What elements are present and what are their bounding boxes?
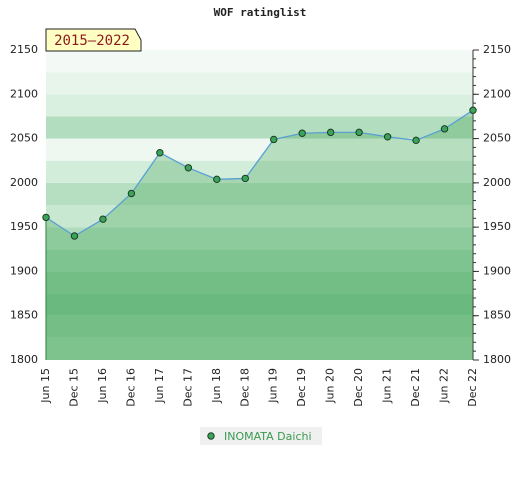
point — [127, 189, 136, 198]
background-band — [46, 315, 473, 338]
point — [440, 125, 449, 133]
x-tick-label: Jun 19 — [267, 368, 280, 404]
x-tick-label: Dec 21 — [409, 368, 422, 407]
point — [383, 133, 392, 141]
background-band — [46, 94, 473, 117]
x-tick-label: Dec 18 — [238, 368, 251, 407]
y2-tick-label: 1950 — [483, 220, 511, 233]
background-band — [46, 160, 473, 183]
y-tick-label: 2150 — [10, 43, 38, 56]
line — [45, 109, 474, 237]
point — [298, 129, 306, 137]
background-band — [46, 337, 473, 360]
y2-tick-label: 1900 — [483, 264, 511, 277]
legend-label: INOMATA Daichi — [224, 430, 312, 443]
x-tick-label: Jun 21 — [381, 368, 394, 404]
background-band — [46, 72, 473, 95]
background-band — [46, 271, 473, 294]
y-tick-label: 2050 — [10, 132, 38, 145]
y-tick-label: 1850 — [10, 309, 38, 322]
point — [213, 175, 221, 184]
point — [412, 136, 420, 145]
background-band — [46, 116, 473, 139]
background-band — [46, 249, 473, 272]
y2-tick-label: 1850 — [483, 309, 511, 322]
x-tick-label: Jun 15 — [39, 368, 52, 404]
point — [42, 213, 50, 222]
x-tick-label: Jun 20 — [324, 368, 337, 404]
point — [355, 128, 363, 137]
y2-tick-label: 2100 — [483, 87, 511, 100]
point — [270, 135, 278, 144]
background-band — [46, 205, 473, 228]
background-band — [46, 50, 473, 73]
y2-tick-label: 2000 — [483, 176, 511, 189]
x-tick-label: Jun 22 — [438, 368, 451, 404]
point — [469, 106, 477, 114]
x-tick-label: Dec 22 — [466, 368, 479, 407]
x-tick-label: Jun 16 — [96, 368, 109, 404]
point — [184, 164, 193, 172]
y-tick-label: 1800 — [10, 353, 38, 366]
area — [46, 110, 473, 360]
x-tick-label: Jun 17 — [153, 368, 166, 404]
background-band — [46, 227, 473, 250]
y-tick-label: 1950 — [10, 220, 38, 233]
y-tick-label: 1900 — [10, 264, 38, 277]
point — [70, 232, 79, 240]
x-tick-label: Jun 18 — [210, 368, 223, 404]
annotation-box — [45, 28, 142, 52]
y2-tick-label: 2150 — [483, 43, 511, 56]
legend-box — [200, 427, 322, 445]
x-tick-label: Dec 19 — [295, 368, 308, 407]
point — [241, 174, 249, 183]
annotation: 2015–2022 — [54, 33, 130, 49]
x-tick-label: Dec 15 — [67, 368, 80, 407]
point — [326, 128, 335, 137]
background-band — [46, 182, 473, 205]
point — [156, 149, 164, 157]
point — [99, 215, 107, 223]
y2-tick-label: 1800 — [483, 353, 511, 366]
chart-title: WOF ratinglist — [214, 6, 307, 19]
background-band — [46, 293, 473, 316]
y-tick-label: 2000 — [10, 176, 38, 189]
y-tick-label: 2100 — [10, 87, 38, 100]
x-tick-label: Dec 17 — [181, 368, 194, 407]
legend-marker — [207, 432, 215, 440]
x-tick-label: Dec 20 — [352, 368, 365, 407]
x-tick-label: Dec 16 — [124, 368, 137, 407]
background-band — [46, 138, 473, 161]
y2-tick-label: 2050 — [483, 132, 511, 145]
